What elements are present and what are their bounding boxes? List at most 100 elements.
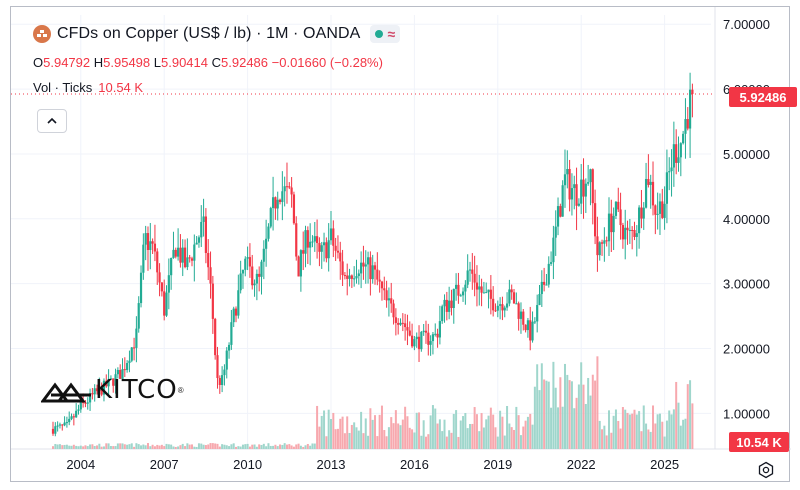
volume-bar: [167, 444, 170, 449]
candle-body: [519, 311, 523, 319]
volume-bar: [466, 428, 469, 449]
volume-bar: [689, 380, 692, 449]
candle-body: [675, 144, 678, 163]
candle-body: [501, 304, 504, 311]
volume-bar: [448, 430, 451, 449]
volume-bar: [195, 446, 198, 449]
candle-body: [633, 230, 636, 237]
high-value: 5.95498: [103, 55, 151, 70]
candle-body: [51, 428, 55, 434]
candle-body: [691, 89, 694, 94]
candle-body: [325, 242, 328, 259]
candle-body: [186, 257, 189, 268]
volume-bar: [109, 446, 112, 449]
candle-body: [427, 332, 430, 345]
volume-bar: [325, 436, 328, 449]
volume-bar: [508, 423, 511, 449]
volume-bar: [519, 435, 522, 449]
candle-body: [540, 281, 543, 295]
symbol-title[interactable]: CFDs on Copper (US$ / lb) · 1M · OANDA: [57, 25, 361, 42]
candle-body: [387, 298, 391, 301]
volume-bar: [135, 443, 138, 449]
volume-bar: [397, 423, 400, 449]
candle-body: [371, 265, 374, 280]
candle-body: [334, 245, 337, 251]
volume-bar: [130, 443, 133, 449]
volume-bar: [121, 443, 124, 449]
settings-gear-icon[interactable]: [757, 461, 775, 479]
collapse-legend-button[interactable]: [37, 109, 67, 133]
volume-bar: [140, 445, 143, 449]
volume-bar: [628, 414, 631, 449]
candle-body: [72, 416, 75, 418]
candle-body: [473, 273, 476, 283]
candle-body: [119, 369, 122, 379]
volume-bar: [362, 433, 365, 449]
candle-body: [114, 374, 117, 386]
candle-body: [329, 228, 333, 241]
candle-body: [466, 270, 469, 285]
volume-bar: [494, 427, 497, 449]
candle-body: [552, 237, 555, 263]
candle-body: [278, 199, 282, 203]
volume-bar: [346, 416, 349, 449]
volume-bar: [207, 444, 210, 449]
volume-legend[interactable]: Vol · Ticks 10.54 K: [33, 80, 143, 95]
candle-body: [624, 227, 627, 240]
candle-body: [422, 330, 425, 332]
volume-bar: [510, 427, 513, 449]
volume-bar: [485, 419, 488, 449]
candle-body: [355, 276, 358, 279]
candle-body: [160, 282, 163, 292]
volume-bar: [656, 414, 659, 449]
candle-body: [556, 206, 560, 227]
volume-bar: [441, 431, 444, 449]
volume-bar: [177, 446, 180, 449]
volume-bar: [114, 446, 117, 449]
volume-bar: [557, 407, 560, 449]
candle-body: [376, 269, 379, 280]
candle-body: [457, 284, 460, 296]
volume-bar: [635, 414, 638, 449]
candle-body: [587, 182, 590, 184]
candle-body: [672, 144, 675, 168]
volume-bar: [306, 443, 309, 449]
candle-body: [77, 409, 80, 411]
market-open-dot-icon: [375, 30, 384, 38]
open-label: O: [33, 55, 44, 70]
volume-bar: [469, 423, 471, 449]
candle-body: [332, 228, 335, 246]
volume-bar: [371, 419, 374, 449]
volume-bar: [538, 390, 541, 449]
candle-body: [153, 243, 157, 252]
status-pill[interactable]: ≈: [370, 25, 401, 43]
volume-bar: [496, 436, 499, 449]
candle-body: [580, 179, 583, 204]
volume-bar: [642, 405, 645, 449]
candle-body: [61, 424, 64, 426]
candle-body: [163, 291, 166, 316]
volume-bar: [302, 446, 305, 449]
volume-bar: [614, 409, 617, 449]
x-tick-label: 2007: [150, 457, 179, 472]
candle-body: [441, 306, 444, 322]
candle-body: [404, 323, 407, 328]
candle-body: [299, 250, 302, 277]
candle-body: [95, 388, 99, 392]
price-chart[interactable]: 1.000002.000003.000004.000005.000006.000…: [11, 7, 791, 483]
candle-body: [410, 335, 414, 347]
candle-body: [682, 133, 685, 144]
x-tick-label: 2016: [400, 457, 429, 472]
volume-bar: [608, 410, 610, 449]
volume-bar: [339, 418, 342, 449]
volume-bar: [360, 411, 363, 449]
volume-bar: [160, 444, 163, 449]
volume-bar: [163, 446, 166, 449]
chevron-up-icon: [47, 117, 57, 124]
copper-symbol-icon[interactable]: [33, 25, 51, 43]
candle-body: [431, 334, 435, 342]
volume-bar: [58, 444, 61, 449]
candle-body: [547, 263, 550, 285]
volume-bar: [336, 428, 339, 449]
volume-bar: [82, 446, 85, 449]
